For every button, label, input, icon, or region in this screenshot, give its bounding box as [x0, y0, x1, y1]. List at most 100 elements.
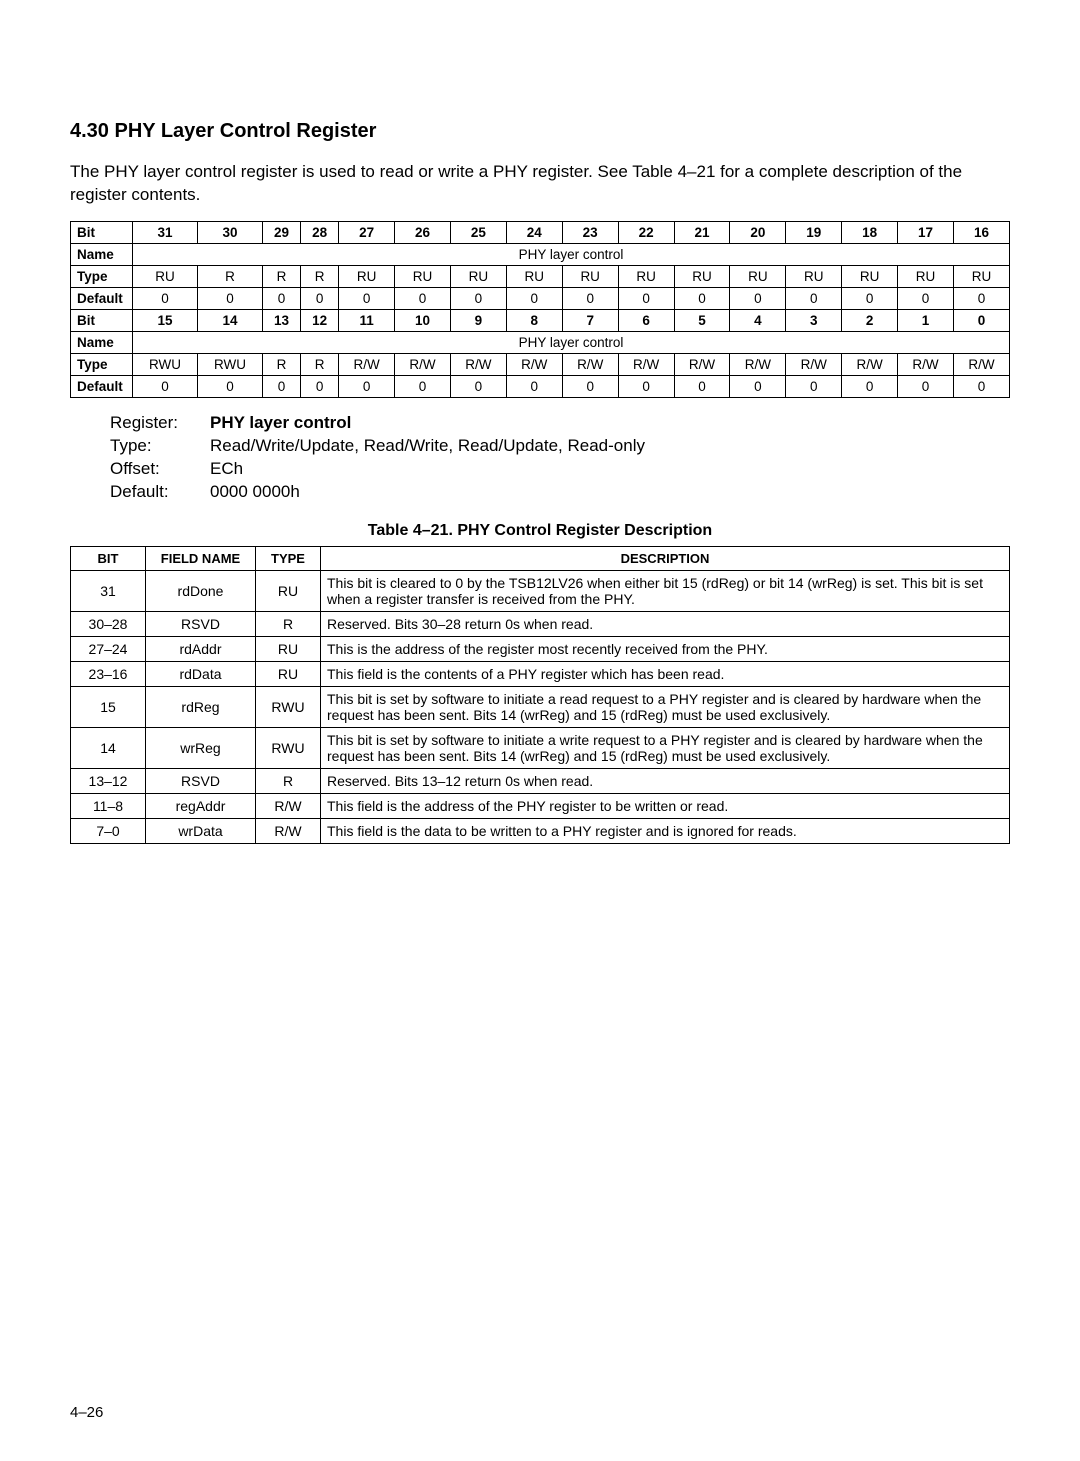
- type-cell: R/W: [562, 353, 618, 375]
- default-cell: 0: [898, 287, 954, 309]
- type-row-upper: Type RU R R R RU RU RU RU RU RU RU RU RU…: [71, 265, 1010, 287]
- bit-cell: 11–8: [71, 793, 146, 818]
- field-cell: regAddr: [146, 793, 256, 818]
- default-row-upper: Default 0 0 0 0 0 0 0 0 0 0 0 0 0 0 0 0: [71, 287, 1010, 309]
- page-number: 4–26: [70, 1404, 1010, 1421]
- type-cell: R/W: [339, 353, 395, 375]
- default-cell: 0: [618, 375, 674, 397]
- default-cell: 0: [198, 375, 263, 397]
- bit-cell: 27: [339, 221, 395, 243]
- type-cell: RU: [256, 636, 321, 661]
- type-cell: R: [256, 611, 321, 636]
- type-cell: R/W: [256, 793, 321, 818]
- desc-cell: This bit is cleared to 0 by the TSB12LV2…: [321, 570, 1010, 611]
- default-cell: 0: [953, 375, 1009, 397]
- default-cell: 0: [953, 287, 1009, 309]
- desc-cell: Reserved. Bits 13–12 return 0s when read…: [321, 768, 1010, 793]
- type-cell: RU: [953, 265, 1009, 287]
- default-cell: 0: [674, 375, 730, 397]
- name-row-lower: Name PHY layer control: [71, 331, 1010, 353]
- default-cell: 0: [263, 287, 301, 309]
- desc-header-row: BIT FIELD NAME TYPE DESCRIPTION: [71, 546, 1010, 570]
- default-cell: 0: [133, 375, 198, 397]
- bit-cell: 29: [263, 221, 301, 243]
- type-row-lower: Type RWU RWU R R R/W R/W R/W R/W R/W R/W…: [71, 353, 1010, 375]
- bit-cell: 24: [506, 221, 562, 243]
- desc-cell: This field is the address of the PHY reg…: [321, 793, 1010, 818]
- bit-cell: 3: [786, 309, 842, 331]
- field-cell: wrReg: [146, 727, 256, 768]
- table-row: 11–8regAddrR/WThis field is the address …: [71, 793, 1010, 818]
- reginfo-offset-label: Offset:: [110, 458, 210, 481]
- default-cell: 0: [263, 375, 301, 397]
- default-cell: 0: [133, 287, 198, 309]
- bit-cell: 10: [395, 309, 451, 331]
- bit-cell: 7: [562, 309, 618, 331]
- type-cell: R/W: [953, 353, 1009, 375]
- reginfo-type-value: Read/Write/Update, Read/Write, Read/Upda…: [210, 435, 645, 458]
- bit-cell: 23: [562, 221, 618, 243]
- type-cell: R/W: [730, 353, 786, 375]
- reginfo-default-value: 0000 0000h: [210, 481, 300, 504]
- type-cell: R: [263, 265, 301, 287]
- type-cell: R: [263, 353, 301, 375]
- default-cell: 0: [301, 375, 339, 397]
- bit-cell: 13: [263, 309, 301, 331]
- desc-table-caption: Table 4–21. PHY Control Register Descrip…: [70, 522, 1010, 540]
- bit-cell: 12: [301, 309, 339, 331]
- type-cell: R: [301, 265, 339, 287]
- field-cell: wrData: [146, 818, 256, 843]
- type-cell: RU: [842, 265, 898, 287]
- name-label: Name: [71, 243, 133, 265]
- desc-cell: Reserved. Bits 30–28 return 0s when read…: [321, 611, 1010, 636]
- bit-cell: 14: [198, 309, 263, 331]
- table-row: 7–0wrDataR/WThis field is the data to be…: [71, 818, 1010, 843]
- bit-cell: 30: [198, 221, 263, 243]
- description-table: BIT FIELD NAME TYPE DESCRIPTION 31rdDone…: [70, 546, 1010, 844]
- bit-row-lower: Bit 15 14 13 12 11 10 9 8 7 6 5 4 3 2 1 …: [71, 309, 1010, 331]
- bit-cell: 28: [301, 221, 339, 243]
- default-cell: 0: [450, 287, 506, 309]
- bit-label: Bit: [71, 309, 133, 331]
- bit-row-upper: Bit 31 30 29 28 27 26 25 24 23 22 21 20 …: [71, 221, 1010, 243]
- table-row: 13–12RSVDRReserved. Bits 13–12 return 0s…: [71, 768, 1010, 793]
- bit-cell: 21: [674, 221, 730, 243]
- type-cell: R/W: [395, 353, 451, 375]
- table-row: 31rdDoneRUThis bit is cleared to 0 by th…: [71, 570, 1010, 611]
- type-cell: R/W: [674, 353, 730, 375]
- desc-header-desc: DESCRIPTION: [321, 546, 1010, 570]
- reginfo-default-label: Default:: [110, 481, 210, 504]
- bit-cell: 14: [71, 727, 146, 768]
- bit-cell: 31: [71, 570, 146, 611]
- type-cell: R/W: [450, 353, 506, 375]
- default-cell: 0: [339, 375, 395, 397]
- type-cell: RWU: [256, 686, 321, 727]
- type-cell: RU: [133, 265, 198, 287]
- type-cell: RU: [898, 265, 954, 287]
- section-number: 4.30: [70, 120, 109, 142]
- type-cell: RWU: [198, 353, 263, 375]
- bit-label: Bit: [71, 221, 133, 243]
- type-cell: RU: [450, 265, 506, 287]
- desc-header-field: FIELD NAME: [146, 546, 256, 570]
- reginfo-register-label: Register:: [110, 412, 210, 435]
- section-heading: PHY Layer Control Register: [115, 120, 377, 142]
- bit-cell: 27–24: [71, 636, 146, 661]
- table-row: 23–16rdDataRUThis field is the contents …: [71, 661, 1010, 686]
- type-cell: R/W: [506, 353, 562, 375]
- type-cell: RU: [562, 265, 618, 287]
- type-cell: R: [256, 768, 321, 793]
- bit-cell: 31: [133, 221, 198, 243]
- intro-paragraph: The PHY layer control register is used t…: [70, 161, 1010, 207]
- type-label: Type: [71, 265, 133, 287]
- bit-cell: 1: [898, 309, 954, 331]
- default-cell: 0: [562, 375, 618, 397]
- type-cell: R/W: [898, 353, 954, 375]
- desc-cell: This bit is set by software to initiate …: [321, 686, 1010, 727]
- type-label: Type: [71, 353, 133, 375]
- type-cell: RU: [395, 265, 451, 287]
- default-cell: 0: [842, 287, 898, 309]
- name-row-upper: Name PHY layer control: [71, 243, 1010, 265]
- default-cell: 0: [618, 287, 674, 309]
- desc-cell: This field is the data to be written to …: [321, 818, 1010, 843]
